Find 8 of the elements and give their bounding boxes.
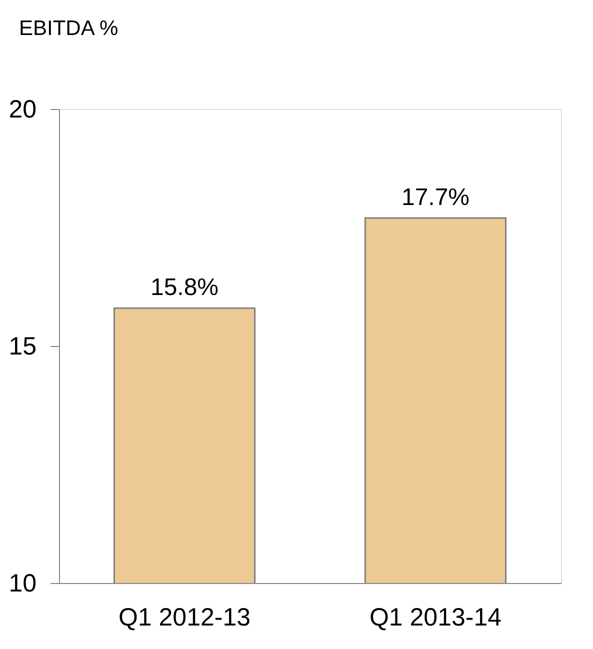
x-tick-label: Q1 2012-13 (118, 604, 251, 632)
data-label: 17.7% (401, 184, 470, 212)
data-label: 15.8% (150, 274, 219, 302)
y-tick-label: 15 (8, 332, 36, 360)
y-tick-label: 10 (8, 570, 36, 598)
y-tick-label: 20 (8, 96, 36, 124)
x-tick-label: Q1 2013-14 (369, 604, 502, 632)
chart-title: EBITDA % (19, 17, 118, 40)
